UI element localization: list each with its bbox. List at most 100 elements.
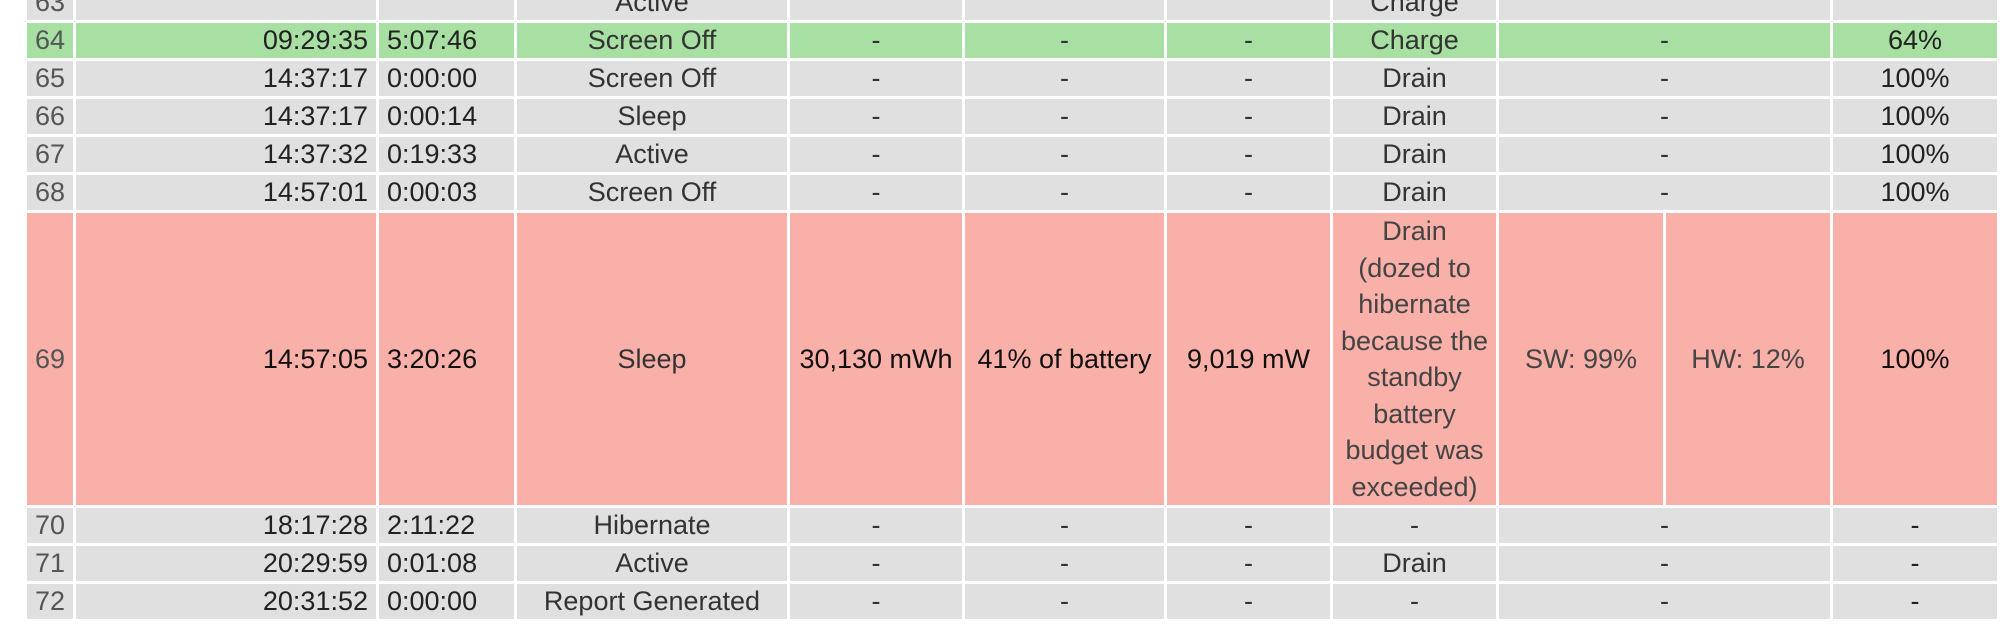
table-row[interactable]: 71 20:29:59 0:01:08 Active - - - Drain -… <box>27 546 1997 581</box>
battery-change-cell <box>965 0 1164 20</box>
table-row-highlighted[interactable]: 69 14:57:05 3:20:26 Sleep 30,130 mWh 41%… <box>27 213 1997 505</box>
battery-change-cell: - <box>965 137 1164 172</box>
capacity-cell: 100% <box>1833 175 1997 210</box>
energy-cell: - <box>790 61 962 96</box>
duration-cell: 0:01:08 <box>379 546 514 581</box>
energy-cell: - <box>790 137 962 172</box>
duration-cell: 5:07:46 <box>379 23 514 58</box>
row-id-cell: 72 <box>27 584 73 619</box>
row-id-cell: 65 <box>27 61 73 96</box>
sleep-session-table: 63 Active Charge 64 09:29:35 5:07:46 Scr… <box>24 0 2000 622</box>
table-row[interactable]: 70 18:17:28 2:11:22 Hibernate - - - - - … <box>27 508 1997 543</box>
sw-hw-cell <box>1499 0 1830 20</box>
state-cell: Screen Off <box>517 175 787 210</box>
rate-cell: 9,019 mW <box>1167 213 1330 505</box>
table-row[interactable]: 65 14:37:17 0:00:00 Screen Off - - - Dra… <box>27 61 1997 96</box>
start-time-cell: 20:29:59 <box>76 546 376 581</box>
energy-cell: - <box>790 175 962 210</box>
battery-change-cell: - <box>965 175 1164 210</box>
sw-hw-cell: - <box>1499 137 1830 172</box>
start-time-cell: 14:37:17 <box>76 99 376 134</box>
energy-cell <box>790 0 962 20</box>
sw-hw-cell: - <box>1499 61 1830 96</box>
table-row[interactable]: 64 09:29:35 5:07:46 Screen Off - - - Cha… <box>27 23 1997 58</box>
duration-cell: 3:20:26 <box>379 213 514 505</box>
row-id-cell: 71 <box>27 546 73 581</box>
source-cell: - <box>1333 508 1496 543</box>
energy-cell: - <box>790 546 962 581</box>
table-row[interactable]: 68 14:57:01 0:00:03 Screen Off - - - Dra… <box>27 175 1997 210</box>
capacity-cell: - <box>1833 584 1997 619</box>
capacity-cell: 100% <box>1833 213 1997 505</box>
state-cell: Active <box>517 546 787 581</box>
duration-cell: 0:00:00 <box>379 61 514 96</box>
row-id-cell: 69 <box>27 213 73 505</box>
rate-cell: - <box>1167 584 1330 619</box>
source-cell: Charge <box>1333 23 1496 58</box>
start-time-cell: 14:57:01 <box>76 175 376 210</box>
battery-change-cell: - <box>965 61 1164 96</box>
row-id-cell: 68 <box>27 175 73 210</box>
state-cell: Hibernate <box>517 508 787 543</box>
capacity-cell: 100% <box>1833 99 1997 134</box>
state-cell: Screen Off <box>517 23 787 58</box>
table-row[interactable]: 72 20:31:52 0:00:00 Report Generated - -… <box>27 584 1997 619</box>
duration-cell: 0:00:00 <box>379 584 514 619</box>
rate-cell: - <box>1167 23 1330 58</box>
energy-cell: - <box>790 99 962 134</box>
source-cell: Drain <box>1333 137 1496 172</box>
capacity-cell: - <box>1833 508 1997 543</box>
table-row[interactable]: 67 14:37:32 0:19:33 Active - - - Drain -… <box>27 137 1997 172</box>
battery-change-cell: - <box>965 584 1164 619</box>
rate-cell: - <box>1167 137 1330 172</box>
sw-hw-cell: - <box>1499 508 1830 543</box>
state-cell: Screen Off <box>517 61 787 96</box>
start-time-cell: 14:57:05 <box>76 213 376 505</box>
start-time-cell: 18:17:28 <box>76 508 376 543</box>
sw-hw-cell: - <box>1499 546 1830 581</box>
table-row[interactable]: 66 14:37:17 0:00:14 Sleep - - - Drain - … <box>27 99 1997 134</box>
source-cell: - <box>1333 584 1496 619</box>
hw-cell: HW: 12% <box>1666 213 1830 505</box>
row-id-cell: 70 <box>27 508 73 543</box>
rate-cell: - <box>1167 99 1330 134</box>
state-cell: Report Generated <box>517 584 787 619</box>
sw-hw-cell: - <box>1499 175 1830 210</box>
duration-cell: 0:00:14 <box>379 99 514 134</box>
energy-cell: - <box>790 23 962 58</box>
row-id-cell: 64 <box>27 23 73 58</box>
battery-change-cell: - <box>965 99 1164 134</box>
capacity-cell: 64% <box>1833 23 1997 58</box>
rate-cell: - <box>1167 175 1330 210</box>
start-time-cell: 20:31:52 <box>76 584 376 619</box>
duration-cell <box>379 0 514 20</box>
source-cell: Drain <box>1333 99 1496 134</box>
energy-cell: - <box>790 584 962 619</box>
row-id-cell: 66 <box>27 99 73 134</box>
sw-hw-cell: - <box>1499 23 1830 58</box>
state-cell: Active <box>517 137 787 172</box>
battery-change-cell: - <box>965 508 1164 543</box>
start-time-cell: 09:29:35 <box>76 23 376 58</box>
capacity-cell <box>1833 0 1997 20</box>
start-time-cell: 14:37:32 <box>76 137 376 172</box>
source-cell: Charge <box>1333 0 1496 20</box>
sw-hw-cell: - <box>1499 99 1830 134</box>
capacity-cell: 100% <box>1833 137 1997 172</box>
row-id-cell: 67 <box>27 137 73 172</box>
source-cell: Drain <box>1333 175 1496 210</box>
energy-cell: - <box>790 508 962 543</box>
state-cell: Sleep <box>517 213 787 505</box>
rate-cell: - <box>1167 546 1330 581</box>
battery-change-cell: - <box>965 546 1164 581</box>
duration-cell: 0:00:03 <box>379 175 514 210</box>
rate-cell: - <box>1167 61 1330 96</box>
duration-cell: 0:19:33 <box>379 137 514 172</box>
capacity-cell: 100% <box>1833 61 1997 96</box>
table-row[interactable]: 63 Active Charge <box>27 0 1997 20</box>
row-id-cell: 63 <box>27 0 73 20</box>
duration-cell: 2:11:22 <box>379 508 514 543</box>
rate-cell: - <box>1167 508 1330 543</box>
rate-cell <box>1167 0 1330 20</box>
state-cell: Active <box>517 0 787 20</box>
